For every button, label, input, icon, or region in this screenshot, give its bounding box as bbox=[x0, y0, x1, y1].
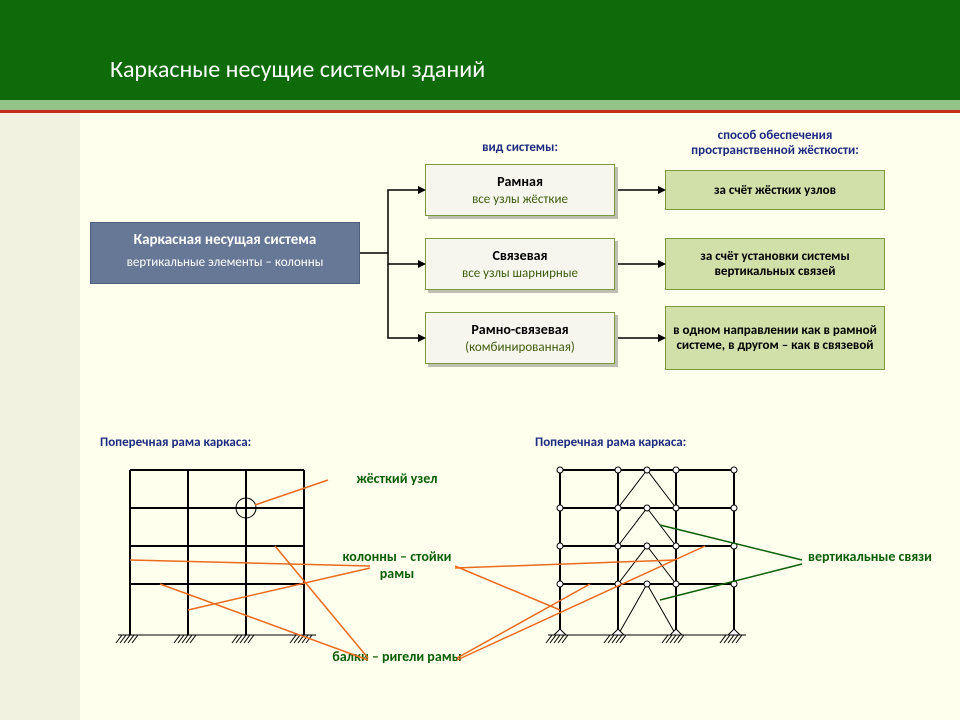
system-box-1: Рамная все узлы жёсткие bbox=[425, 164, 615, 216]
connector-right bbox=[618, 160, 668, 370]
root-box: Каркасная несущая система вертикальные э… bbox=[90, 222, 360, 284]
diag-left-title: Поперечная рама каркаса: bbox=[100, 435, 251, 450]
system-3-title: Рамно-связевая bbox=[426, 321, 614, 338]
root-title: Каркасная несущая система bbox=[91, 231, 359, 249]
stiff-2-text: за счёт установки системы вертикальных с… bbox=[672, 249, 878, 279]
system-box-3: Рамно-связевая (комбинированная) bbox=[425, 312, 615, 364]
header bbox=[0, 0, 960, 100]
diag-right-title: Поперечная рама каркаса: bbox=[535, 435, 686, 450]
callouts-green bbox=[620, 460, 820, 660]
accent-green bbox=[0, 100, 960, 110]
stiff-box-2: за счёт установки системы вертикальных с… bbox=[665, 238, 885, 290]
root-subtitle: вертикальные элементы – колонны bbox=[91, 255, 359, 270]
label-stiffness: способ обеспечения пространственной жёст… bbox=[665, 128, 885, 158]
accent-red bbox=[0, 110, 960, 113]
system-3-sub: (комбинированная) bbox=[426, 340, 614, 355]
stiff-1-text: за счёт жёстких узлов bbox=[714, 183, 836, 198]
callout-bracing: вертикальные связи bbox=[805, 548, 935, 565]
label-system-type: вид системы: bbox=[440, 140, 600, 155]
stiff-box-1: за счёт жёстких узлов bbox=[665, 170, 885, 210]
system-1-title: Рамная bbox=[426, 173, 614, 190]
system-box-2: Связевая все узлы шарнирные bbox=[425, 238, 615, 290]
connector-root bbox=[360, 160, 430, 370]
page-title: Каркасные несущие системы зданий bbox=[110, 55, 485, 84]
stiff-3-text: в одном направлении как в рамной системе… bbox=[672, 323, 878, 353]
system-2-sub: все узлы шарнирные bbox=[426, 266, 614, 281]
system-1-sub: все узлы жёсткие bbox=[426, 192, 614, 207]
system-2-title: Связевая bbox=[426, 247, 614, 264]
stiff-box-3: в одном направлении как в рамной системе… bbox=[665, 306, 885, 370]
